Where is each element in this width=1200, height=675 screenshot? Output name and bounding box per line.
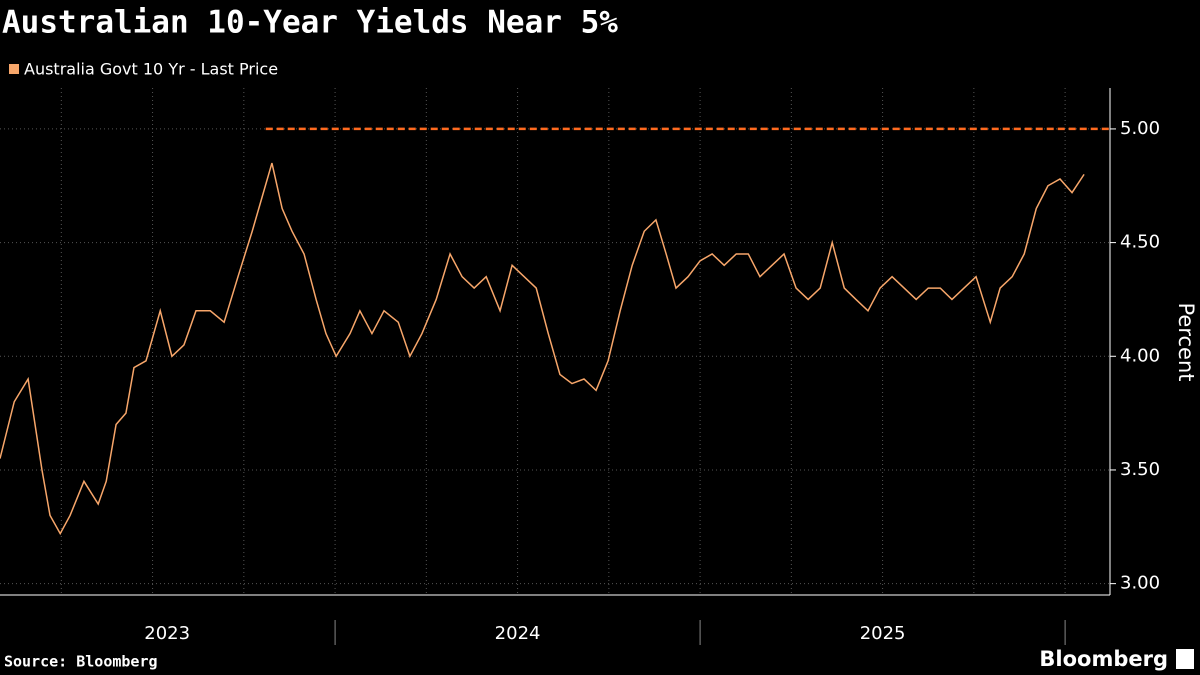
brand: Bloomberg (1039, 647, 1168, 671)
chart-title: Australian 10-Year Yields Near 5% (2, 5, 618, 41)
brand-icon (1176, 649, 1194, 669)
y-axis-label: Percent (1174, 302, 1198, 381)
source: Source: Bloomberg (4, 653, 158, 671)
x-tick-label: 2024 (495, 623, 541, 644)
y-tick-label: 3.00 (1120, 573, 1160, 594)
legend-swatch (9, 64, 19, 74)
y-tick-label: 4.50 (1120, 232, 1160, 253)
y-tick-label: 5.00 (1120, 118, 1160, 139)
series-line (0, 162, 1085, 536)
y-tick-label: 4.00 (1120, 345, 1160, 366)
y-tick-label: 3.50 (1120, 459, 1160, 480)
x-tick-label: 2023 (144, 623, 190, 644)
x-tick-label: 2025 (860, 623, 906, 644)
legend-label: Australia Govt 10 Yr - Last Price (24, 60, 278, 79)
